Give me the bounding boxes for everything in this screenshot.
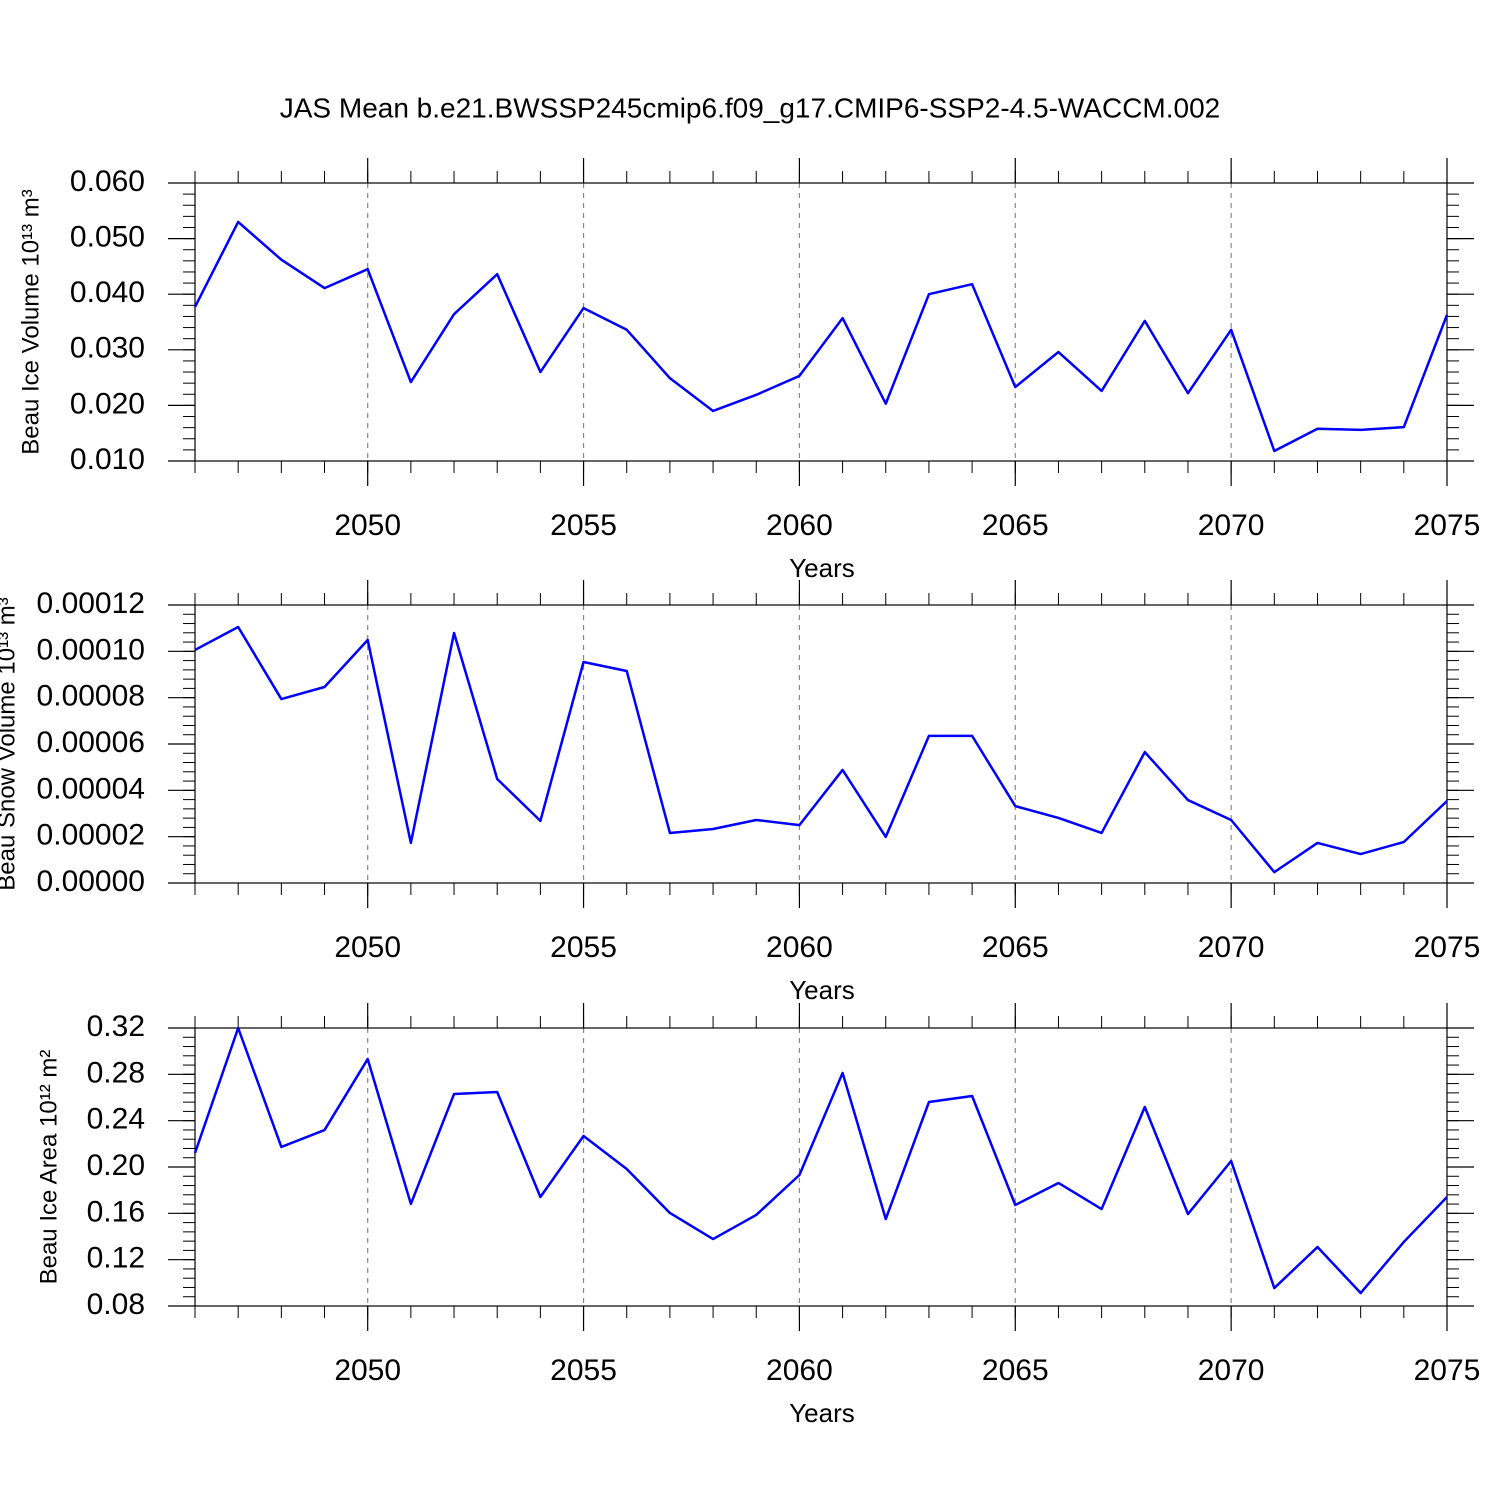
y-tick-label: 0.040 xyxy=(70,276,145,309)
y-tick-label: 0.28 xyxy=(87,1056,145,1089)
x-tick-label: 2075 xyxy=(1414,1354,1481,1387)
x-tick-label: 2055 xyxy=(550,931,617,964)
figure-title: JAS Mean b.e21.BWSSP245cmip6.f09_g17.CMI… xyxy=(280,92,1221,123)
y-axis-label: Beau Snow Volume 10¹³ m³ xyxy=(0,597,20,890)
x-tick-label: 2060 xyxy=(766,509,833,542)
y-tick-label: 0.00002 xyxy=(37,819,145,852)
x-tick-label: 2050 xyxy=(334,1354,401,1387)
x-tick-label: 2065 xyxy=(982,931,1049,964)
y-axis-label: Beau Ice Area 10¹² m² xyxy=(35,1050,62,1285)
x-axis-label: Years xyxy=(789,975,855,1005)
data-line xyxy=(193,1026,1448,1295)
x-tick-label: 2070 xyxy=(1198,931,1265,964)
plot-frame xyxy=(194,604,1448,884)
x-axis-label: Years xyxy=(789,1398,855,1428)
y-axis-label: Beau Ice Volume 10¹³ m³ xyxy=(17,189,44,454)
x-tick-label: 2050 xyxy=(334,931,401,964)
panel: 2050 2055 2060 2065 2070 2075 0.00000 0.00002 0.… xyxy=(0,580,1480,1005)
y-tick-label: 0.24 xyxy=(87,1103,145,1136)
y-tick-label: 0.00012 xyxy=(37,587,145,620)
y-tick-label: 0.32 xyxy=(87,1010,145,1043)
panel: 2050 2055 2060 2065 2070 2075 0.08 0.12 0.16 0.20… xyxy=(35,1003,1480,1428)
x-axis-label: Years xyxy=(789,553,855,583)
y-tick-label: 0.050 xyxy=(70,221,145,254)
y-tick-label: 0.030 xyxy=(70,332,145,365)
y-tick-label: 0.00010 xyxy=(37,633,145,666)
data-line xyxy=(194,625,1448,874)
y-tick-label: 0.010 xyxy=(70,443,145,476)
x-tick-label: 2055 xyxy=(550,1354,617,1387)
y-tick-label: 0.16 xyxy=(87,1195,145,1228)
plot-frame xyxy=(194,1027,1448,1307)
x-tick-label: 2060 xyxy=(766,931,833,964)
y-tick-label: 0.060 xyxy=(70,165,145,198)
x-tick-label: 2075 xyxy=(1414,931,1481,964)
plot-frame xyxy=(194,182,1448,462)
y-tick-label: 0.00004 xyxy=(37,772,145,805)
data-line xyxy=(193,220,1449,453)
panel: 2050 2055 2060 2065 2070 2075 0.010 0.020 0.030 0… xyxy=(17,158,1480,583)
x-tick-label: 2070 xyxy=(1198,509,1265,542)
y-tick-label: 0.00008 xyxy=(37,680,145,713)
y-tick-label: 0.00000 xyxy=(37,865,145,898)
x-tick-label: 2070 xyxy=(1198,1354,1265,1387)
y-tick-label: 0.020 xyxy=(70,387,145,420)
y-tick-label: 0.12 xyxy=(87,1242,145,1275)
y-tick-label: 0.08 xyxy=(87,1288,145,1321)
x-tick-label: 2065 xyxy=(982,1354,1049,1387)
x-tick-label: 2050 xyxy=(334,509,401,542)
x-tick-label: 2060 xyxy=(766,1354,833,1387)
x-tick-label: 2065 xyxy=(982,509,1049,542)
x-tick-label: 2075 xyxy=(1414,509,1481,542)
x-tick-label: 2055 xyxy=(550,509,617,542)
y-tick-label: 0.00006 xyxy=(37,726,145,759)
y-tick-label: 0.20 xyxy=(87,1149,145,1182)
